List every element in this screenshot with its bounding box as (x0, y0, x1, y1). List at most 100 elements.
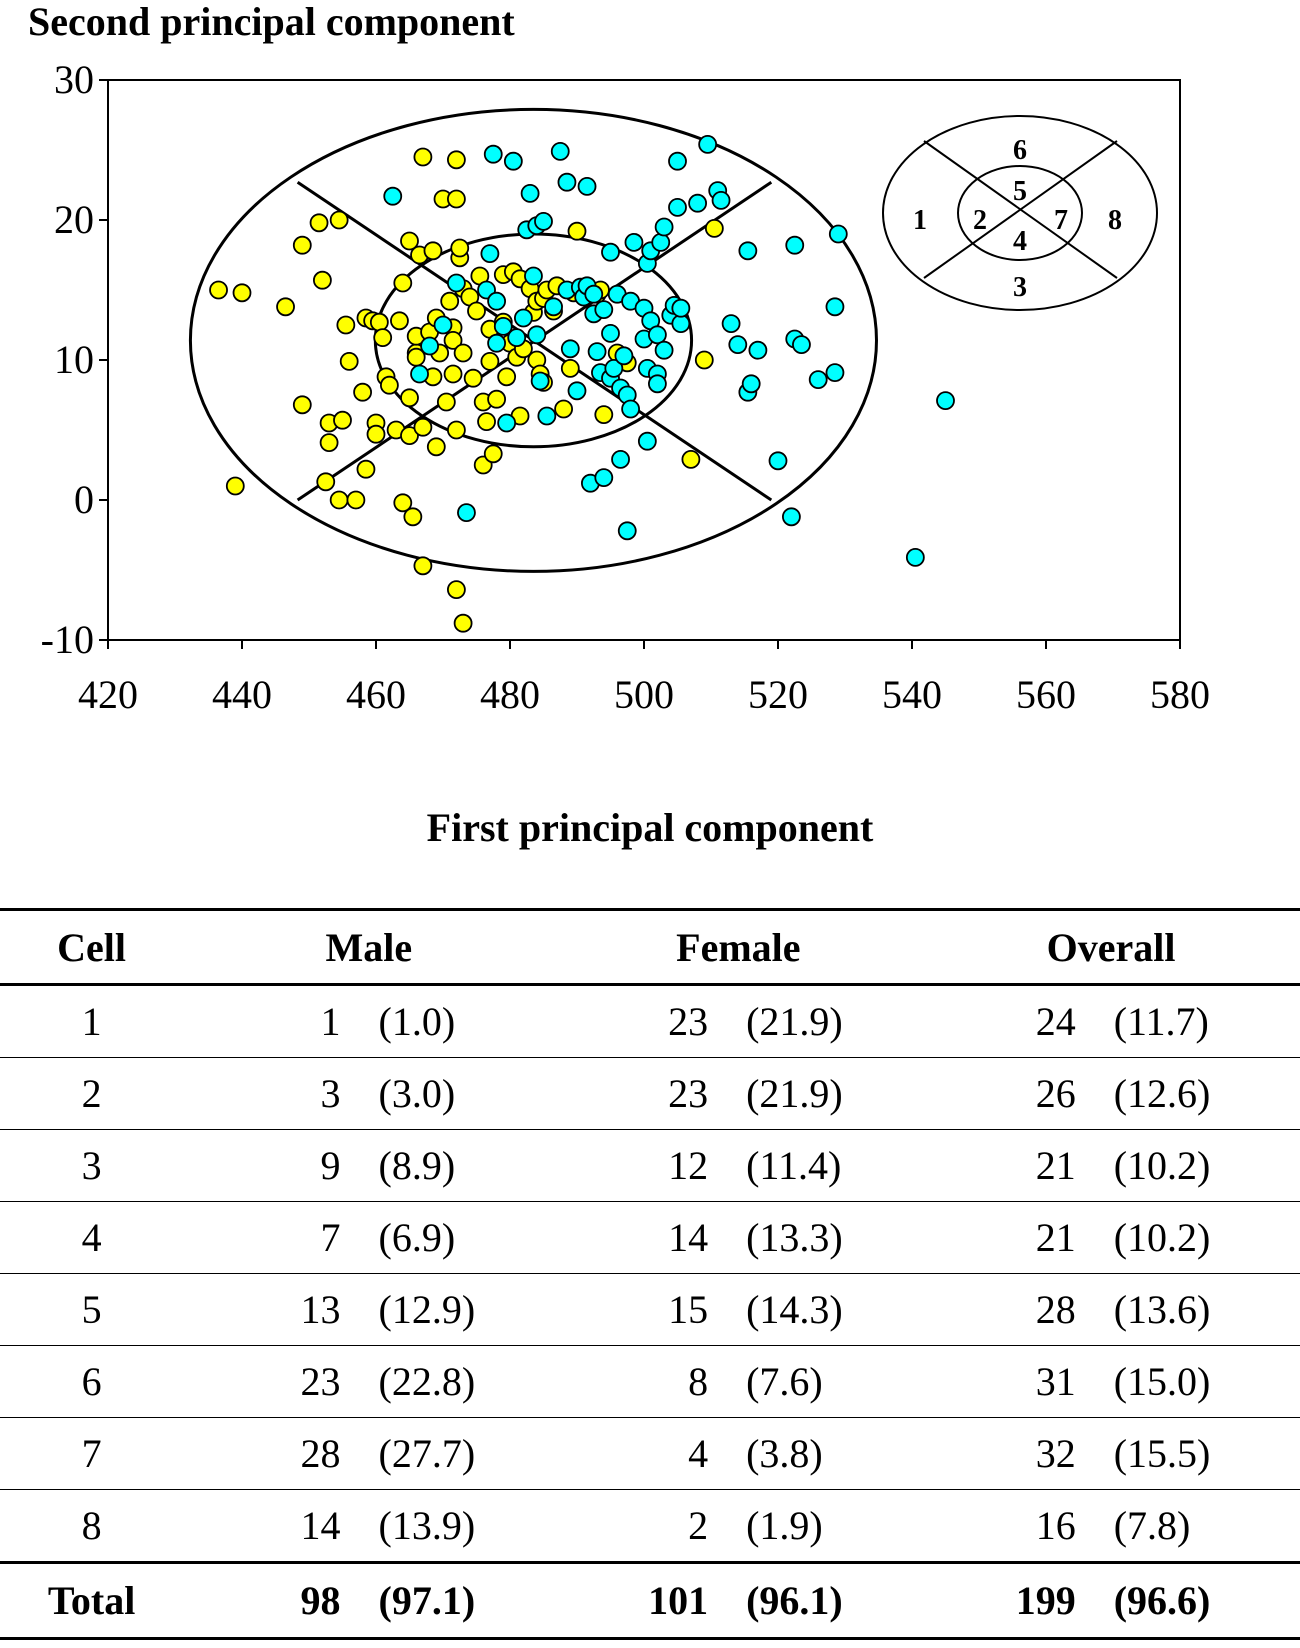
row-overall-count: 32 (922, 1417, 1076, 1490)
point-yellow (319, 433, 339, 453)
x-tick-label: 440 (212, 672, 272, 717)
row-female-count: 15 (554, 1273, 709, 1346)
y-tick-label: 10 (54, 337, 94, 382)
row-cell: 6 (0, 1345, 184, 1418)
point-yellow (446, 420, 466, 440)
point-cyan (648, 374, 667, 394)
point-cyan (617, 521, 637, 541)
point-cyan (671, 298, 691, 318)
row-male-percent: (13.9) (340, 1489, 555, 1563)
point-yellow (681, 449, 701, 469)
point-cyan (748, 340, 768, 360)
row-female-count: 12 (554, 1129, 709, 1202)
inset-cell-label: 2 (973, 205, 987, 236)
x-tick-label: 580 (1150, 672, 1210, 717)
row-male-count: 28 (183, 1417, 341, 1490)
point-cyan (503, 151, 523, 171)
row-female-count: 23 (554, 1057, 709, 1130)
row-female-count: 23 (554, 984, 709, 1058)
point-cyan (383, 186, 403, 206)
row-female-percent: (14.3) (708, 1273, 923, 1346)
point-cyan (825, 363, 845, 383)
point-cyan (792, 335, 811, 355)
table-body: 1 1 (1.0) 23 (21.9) 24 (11.7) 2 3 (3.0) 23 (21.9) 26… (0, 984, 1300, 1563)
outer-ellipse (188, 107, 878, 573)
point-yellow (366, 424, 386, 444)
row-male-percent: (1.0) (340, 984, 555, 1058)
point-yellow (554, 399, 573, 419)
point-yellow (704, 218, 724, 238)
point-cyan (410, 364, 429, 384)
point-yellow (276, 297, 295, 317)
point-cyan (480, 244, 500, 264)
point-yellow (353, 382, 373, 402)
total-male-percent: (97.1) (340, 1561, 555, 1640)
point-cyan (828, 224, 848, 244)
row-overall-count: 31 (922, 1345, 1076, 1418)
point-yellow (292, 395, 312, 415)
point-cyan (524, 266, 543, 286)
point-yellow (443, 330, 463, 350)
point-cyan (497, 413, 517, 433)
point-yellow (467, 301, 486, 321)
point-cyan (711, 190, 731, 210)
point-yellow (329, 210, 349, 230)
point-cyan (550, 141, 570, 161)
point-yellow (413, 147, 433, 167)
point-cyan (601, 323, 620, 343)
point-yellow (480, 351, 500, 371)
point-cyan (433, 315, 453, 335)
point-cyan (768, 451, 788, 471)
total-overall-count: 199 (922, 1561, 1076, 1640)
table-row: 4 7 (6.9) 14 (13.3) 21 (10.2) (0, 1201, 1300, 1274)
point-cyan (587, 342, 607, 362)
point-yellow (413, 417, 433, 437)
point-cyan (721, 314, 741, 334)
data-points (209, 134, 955, 633)
row-male-count: 9 (183, 1129, 341, 1202)
inset-cell-label: 3 (1013, 272, 1027, 303)
point-cyan (520, 183, 540, 203)
point-cyan (604, 358, 624, 378)
row-male-count: 1 (183, 984, 341, 1058)
point-cyan (577, 176, 597, 196)
inset-divider (923, 140, 1118, 279)
point-yellow (446, 150, 466, 170)
point-yellow (694, 350, 714, 370)
point-cyan (637, 431, 657, 451)
point-yellow (477, 412, 496, 432)
header-female: Female (554, 908, 923, 986)
point-yellow (443, 364, 463, 384)
table-row: 1 1 (1.0) 23 (21.9) 24 (11.7) (0, 984, 1300, 1058)
point-yellow (393, 493, 413, 513)
x-tick-label: 520 (748, 672, 808, 717)
point-cyan (651, 232, 671, 252)
point-cyan (584, 284, 604, 304)
cell-distribution-table: Cell Male Female Overall 1 1 (1.0) 23 (21.9)… (0, 908, 1300, 1640)
point-cyan (487, 291, 507, 311)
row-overall-percent: (11.7) (1075, 984, 1300, 1058)
y-tick-label: -10 (41, 617, 94, 662)
point-cyan (808, 370, 828, 390)
row-male-percent: (8.9) (340, 1129, 555, 1202)
row-male-percent: (3.0) (340, 1057, 555, 1130)
point-yellow (400, 231, 419, 251)
cell-legend-inset: 1 2 3 4 5 6 7 8 (882, 115, 1158, 311)
row-female-count: 8 (554, 1345, 709, 1418)
point-cyan (611, 449, 630, 469)
point-cyan (621, 399, 640, 419)
total-overall-percent: (96.6) (1075, 1561, 1300, 1640)
row-male-count: 7 (183, 1201, 341, 1274)
point-yellow (346, 490, 366, 510)
point-cyan (688, 193, 707, 213)
point-yellow (400, 426, 419, 446)
table-header-row: Cell Male Female Overall (0, 908, 1300, 986)
row-overall-count: 24 (922, 984, 1076, 1058)
row-female-percent: (11.4) (708, 1129, 923, 1202)
point-cyan (457, 503, 476, 522)
point-cyan (560, 339, 580, 359)
point-cyan (567, 381, 587, 401)
row-female-count: 14 (554, 1201, 709, 1274)
row-overall-percent: (15.5) (1075, 1417, 1300, 1490)
point-cyan (782, 507, 801, 527)
